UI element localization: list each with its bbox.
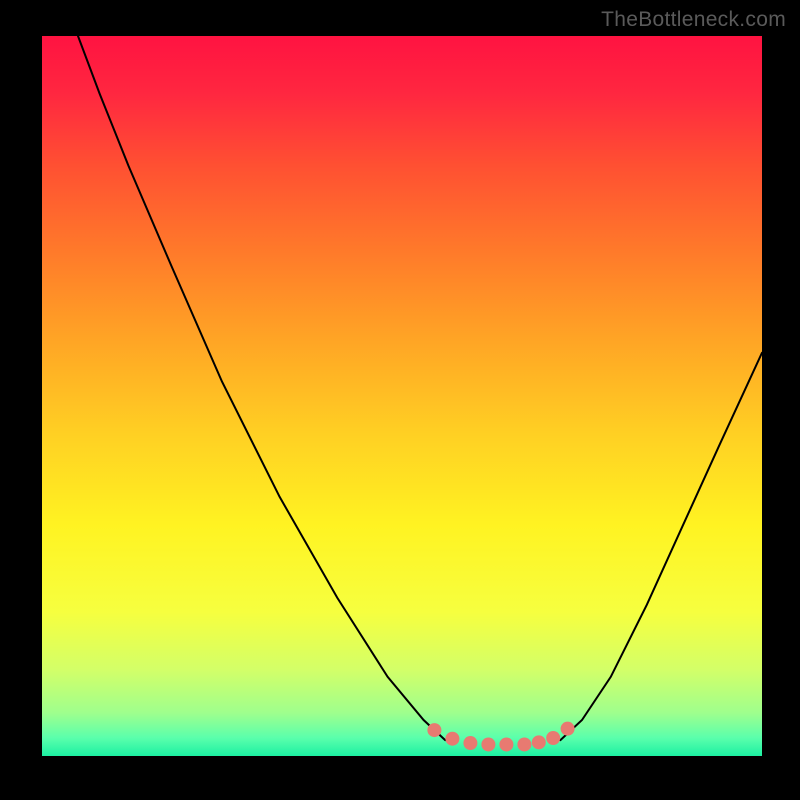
chart-background xyxy=(42,36,762,756)
watermark-text: TheBottleneck.com xyxy=(601,8,786,32)
bottleneck-chart xyxy=(42,36,762,756)
page-container: TheBottleneck.com xyxy=(0,0,800,800)
bottom-marker xyxy=(561,722,575,736)
bottom-marker xyxy=(481,737,495,751)
bottom-marker xyxy=(532,735,546,749)
bottom-marker xyxy=(546,731,560,745)
bottom-marker xyxy=(517,737,531,751)
chart-area xyxy=(42,36,762,756)
bottom-marker xyxy=(499,737,513,751)
bottom-marker xyxy=(445,732,459,746)
bottom-marker xyxy=(463,736,477,750)
bottom-marker xyxy=(427,723,441,737)
